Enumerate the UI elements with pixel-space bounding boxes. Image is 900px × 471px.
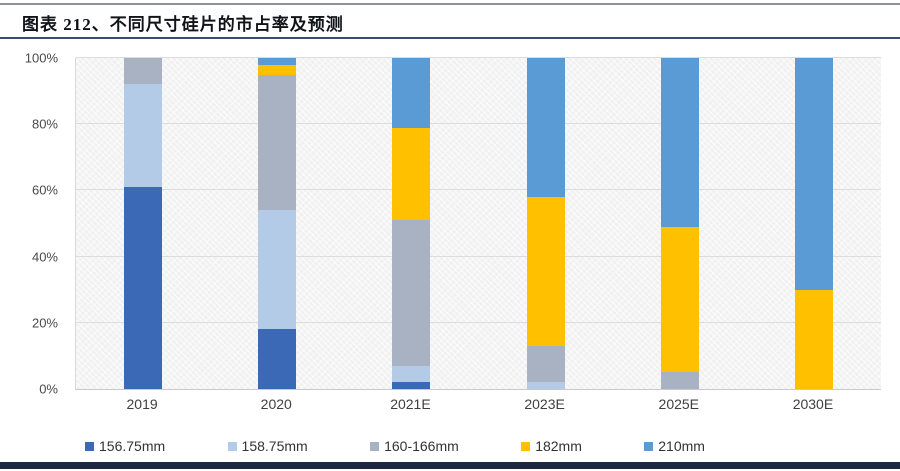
legend-item-156.75mm: 156.75mm — [85, 438, 165, 454]
bar-stack — [124, 58, 163, 389]
bar-segment-156.75mm — [124, 187, 163, 389]
bar-segment-160-166mm — [124, 58, 163, 85]
bar-stack — [794, 58, 833, 389]
legend-swatch-icon — [370, 441, 380, 451]
bar-segment-210mm — [258, 58, 297, 65]
legend-swatch-icon — [644, 441, 654, 451]
y-tick-label: 80% — [31, 116, 58, 132]
top-divider — [0, 3, 900, 5]
bar-segment-160-166mm — [392, 220, 431, 366]
bar-segment-182mm — [258, 64, 297, 75]
y-tick-label: 60% — [31, 182, 58, 198]
x-axis-label: 2020 — [260, 396, 292, 412]
x-axis: 2019 2020 2021E 2023E 2025E 2030E — [75, 396, 880, 412]
x-axis-label: 2021E — [390, 396, 431, 412]
x-axis-label: 2023E — [524, 396, 565, 412]
bar-segment-182mm — [794, 289, 833, 389]
bar-stack — [660, 58, 699, 389]
legend-item-160-166mm: 160-166mm — [370, 438, 459, 454]
bar-segment-158.75mm — [258, 210, 297, 330]
legend-label: 210mm — [658, 438, 705, 454]
x-axis-label: 2025E — [658, 396, 700, 412]
gridline — [76, 57, 881, 58]
bar-column-2019 — [76, 58, 210, 389]
plot-area — [75, 57, 881, 390]
bars — [76, 58, 881, 389]
bar-segment-210mm — [794, 58, 833, 290]
bar-segment-160-166mm — [526, 345, 565, 383]
gridline — [76, 189, 881, 191]
bar-segment-158.75mm — [526, 382, 565, 389]
x-axis-label: 2019 — [126, 396, 158, 412]
legend: 156.75mm 158.75mm 160-166mm 182mm 210mm — [85, 438, 705, 454]
bottom-divider — [0, 462, 900, 469]
legend-swatch-icon — [85, 441, 94, 451]
bar-segment-158.75mm — [124, 84, 163, 188]
bar-column-2020 — [210, 58, 344, 389]
y-tick-label: 40% — [31, 249, 58, 265]
bar-column-2025E — [613, 58, 747, 389]
bar-column-2030E — [747, 58, 881, 389]
bar-segment-182mm — [392, 127, 431, 221]
legend-label: 160-166mm — [384, 438, 459, 454]
title-underline — [0, 37, 900, 39]
y-tick-label: 20% — [31, 315, 58, 331]
bar-segment-182mm — [660, 226, 699, 373]
gridline — [76, 123, 881, 125]
gridline — [76, 255, 881, 257]
bar-segment-210mm — [392, 58, 431, 128]
bar-segment-156.75mm — [392, 382, 431, 389]
bar-segment-156.75mm — [258, 329, 297, 389]
y-axis: 0% 20% 40% 60% 80% 100% — [0, 52, 70, 396]
bar-stack — [392, 58, 431, 389]
legend-label: 156.75mm — [99, 438, 166, 454]
y-tick-label: 0% — [39, 381, 58, 397]
stacked-bar-chart: 0% 20% 40% 60% 80% 100% 2019 2020 2021E 2023E 202… — [0, 40, 900, 454]
bar-segment-158.75mm — [392, 365, 431, 383]
y-tick-label: 100% — [24, 50, 58, 66]
legend-swatch-icon — [227, 441, 237, 451]
bar-stack — [258, 58, 297, 389]
bar-segment-160-166mm — [258, 74, 297, 211]
bar-stack — [526, 58, 565, 389]
x-axis-label: 2030E — [792, 396, 834, 412]
legend-label: 158.75mm — [241, 438, 308, 454]
legend-item-182mm: 182mm — [521, 438, 582, 454]
legend-label: 182mm — [535, 438, 582, 454]
gridline — [76, 321, 881, 323]
legend-swatch-icon — [521, 441, 531, 451]
bar-column-2021E — [344, 58, 478, 389]
bar-segment-210mm — [660, 58, 699, 227]
legend-item-210mm: 210mm — [644, 438, 705, 454]
bar-segment-182mm — [526, 197, 565, 346]
bar-column-2023E — [479, 58, 613, 389]
bar-segment-160-166mm — [660, 372, 699, 389]
legend-item-158.75mm: 158.75mm — [227, 438, 308, 454]
bar-segment-210mm — [526, 58, 565, 198]
figure-title: 图表 212、不同尺寸硅片的市占率及预测 — [22, 15, 344, 34]
